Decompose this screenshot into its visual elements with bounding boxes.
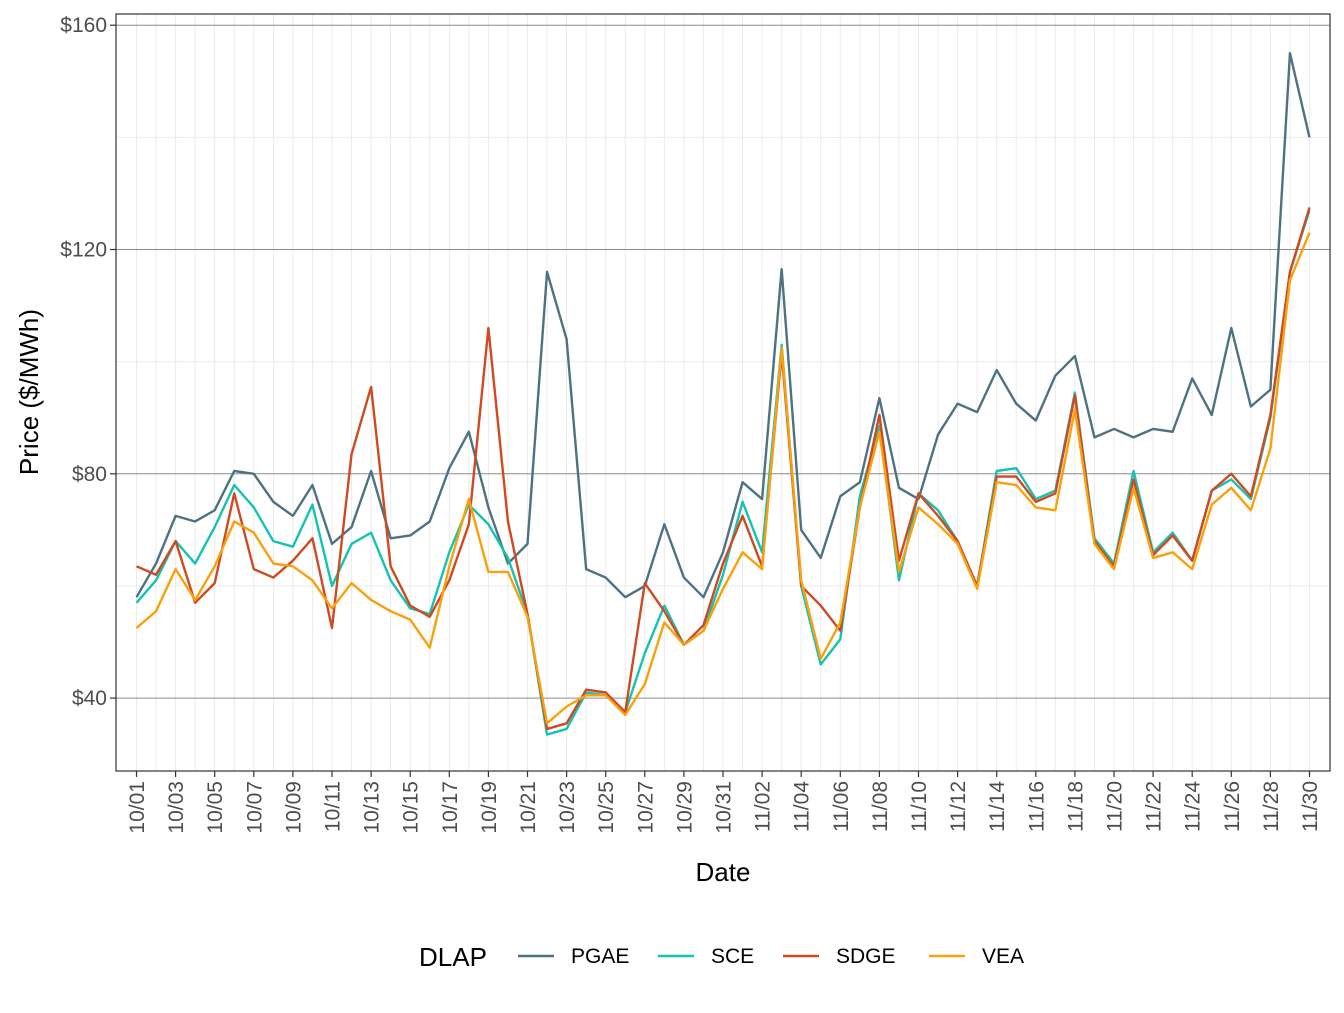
x-tick-label: 11/24	[1182, 781, 1205, 832]
legend-title: DLAP	[419, 942, 487, 972]
legend-label-sdge: SDGE	[836, 945, 896, 968]
y-tick-label: $40	[72, 687, 107, 710]
x-tick-label: 10/21	[517, 781, 540, 834]
x-tick-label: 11/28	[1260, 781, 1283, 832]
x-tick-label: 10/17	[439, 781, 462, 834]
x-tick-label: 11/14	[986, 781, 1009, 832]
x-tick-label: 10/13	[361, 781, 384, 834]
x-tick-label: 11/26	[1221, 781, 1244, 832]
x-tick-label: 11/12	[947, 781, 970, 832]
x-tick-label: 11/20	[1104, 781, 1127, 832]
legend-label-sce: SCE	[711, 945, 754, 968]
x-tick-label: 10/01	[126, 781, 149, 834]
x-tick-label: 10/25	[595, 781, 618, 834]
y-axis: $40 $80 $120 $160	[60, 14, 116, 710]
series-line-pgae	[135, 52, 1311, 599]
x-tick-label: 10/19	[478, 781, 501, 834]
legend-label-vea: VEA	[982, 945, 1024, 968]
x-tick-label: 11/18	[1064, 781, 1087, 832]
major-gridlines	[116, 24, 1330, 699]
x-tick-label: 10/07	[243, 781, 266, 834]
y-tick-label: $80	[72, 463, 107, 486]
x-tick-label: 10/09	[282, 781, 305, 834]
x-tick-label: 11/08	[869, 781, 892, 832]
y-tick-label: $120	[60, 239, 107, 262]
legend: DLAP PGAE SCE SDGE VEA	[419, 942, 1024, 972]
x-tick-label: 10/03	[165, 781, 188, 834]
minor-gridlines	[116, 14, 1330, 771]
x-axis-title: Date	[696, 857, 751, 887]
x-tick-label: 11/30	[1299, 781, 1322, 832]
y-axis-title: Price ($/MWh)	[14, 309, 44, 475]
x-tick-label: 10/11	[322, 781, 345, 832]
x-tick-label: 10/23	[556, 781, 579, 834]
x-tick-label: 11/10	[908, 781, 931, 832]
x-tick-label: 10/05	[204, 781, 227, 834]
series-line-vea	[135, 232, 1311, 725]
x-tick-label: 10/15	[400, 781, 423, 834]
y-tick-label: $160	[60, 14, 107, 37]
legend-label-pgae: PGAE	[571, 945, 629, 968]
x-tick-label: 11/04	[791, 781, 814, 832]
x-tick-label: 11/16	[1025, 781, 1048, 832]
x-tick-label: 10/27	[634, 781, 657, 834]
series-lines	[135, 52, 1311, 736]
x-tick-label: 11/02	[752, 781, 775, 832]
x-tick-label: 11/22	[1143, 781, 1166, 832]
x-tick-label: 10/29	[673, 781, 696, 834]
x-axis: 10/01 10/03 10/05 10/07 10/09 10/11 10/13 10/15…	[126, 771, 1322, 834]
x-tick-label: 10/31	[713, 781, 736, 834]
x-tick-label: 11/06	[830, 781, 853, 832]
